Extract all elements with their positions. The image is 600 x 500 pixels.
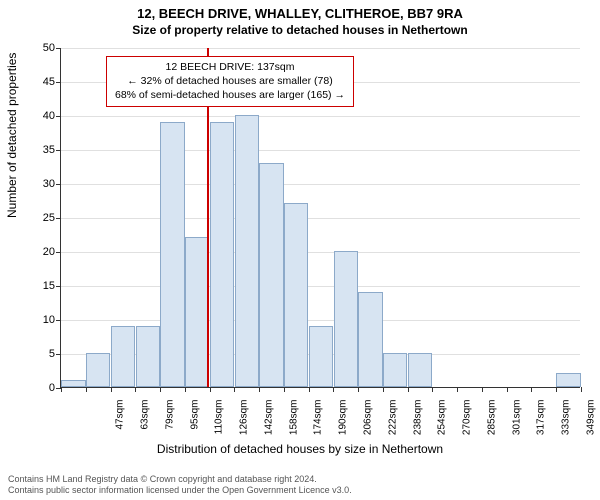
histogram-bar (86, 353, 110, 387)
chart-title-block: 12, BEECH DRIVE, WHALLEY, CLITHEROE, BB7… (0, 0, 600, 37)
ytick-label: 30 (25, 178, 55, 190)
histogram-bar (284, 203, 308, 387)
annotation-line: 12 BEECH DRIVE: 137sqm (115, 60, 345, 74)
gridline (61, 320, 580, 321)
histogram-bar (556, 373, 580, 387)
chart-subtitle: Size of property relative to detached ho… (0, 23, 600, 37)
xtick-mark (111, 387, 112, 392)
y-axis-label: Number of detached properties (5, 53, 19, 218)
xtick-mark (457, 387, 458, 392)
xtick-mark (185, 387, 186, 392)
ytick-mark (56, 218, 61, 219)
xtick-mark (432, 387, 433, 392)
histogram-bar (235, 115, 259, 387)
gridline (61, 218, 580, 219)
ytick-mark (56, 82, 61, 83)
annotation-box: 12 BEECH DRIVE: 137sqm← 32% of detached … (106, 56, 354, 107)
xtick-mark (556, 387, 557, 392)
ytick-mark (56, 184, 61, 185)
gridline (61, 184, 580, 185)
xtick-mark (581, 387, 582, 392)
ytick-mark (56, 320, 61, 321)
ytick-label: 20 (25, 246, 55, 258)
xtick-mark (210, 387, 211, 392)
gridline (61, 286, 580, 287)
ytick-label: 0 (25, 382, 55, 394)
histogram-bar (383, 353, 407, 387)
xtick-mark (482, 387, 483, 392)
histogram-bar (210, 122, 234, 387)
xtick-mark (135, 387, 136, 392)
histogram-bar (358, 292, 382, 387)
xtick-mark (309, 387, 310, 392)
annotation-line: ← 32% of detached houses are smaller (78… (115, 74, 345, 88)
ytick-mark (56, 252, 61, 253)
xtick-mark (507, 387, 508, 392)
gridline (61, 150, 580, 151)
xtick-mark (160, 387, 161, 392)
xtick-mark (408, 387, 409, 392)
ytick-label: 25 (25, 212, 55, 224)
histogram-bar (160, 122, 184, 387)
annotation-line: 68% of semi-detached houses are larger (… (115, 88, 345, 102)
ytick-mark (56, 286, 61, 287)
plot-area: 47sqm63sqm79sqm95sqm110sqm126sqm142sqm15… (60, 48, 580, 388)
xtick-mark (61, 387, 62, 392)
xtick-mark (358, 387, 359, 392)
ytick-label: 40 (25, 110, 55, 122)
chart-title: 12, BEECH DRIVE, WHALLEY, CLITHEROE, BB7… (0, 6, 600, 21)
ytick-label: 15 (25, 280, 55, 292)
gridline (61, 252, 580, 253)
xtick-mark (259, 387, 260, 392)
histogram-bar (136, 326, 160, 387)
gridline (61, 48, 580, 49)
ytick-mark (56, 150, 61, 151)
xtick-mark (234, 387, 235, 392)
ytick-mark (56, 354, 61, 355)
ytick-label: 10 (25, 314, 55, 326)
footer-line: Contains HM Land Registry data © Crown c… (8, 474, 352, 485)
footer-line: Contains public sector information licen… (8, 485, 352, 496)
ytick-label: 45 (25, 76, 55, 88)
histogram-bar (61, 380, 85, 387)
ytick-mark (56, 48, 61, 49)
xtick-mark (284, 387, 285, 392)
xtick-mark (531, 387, 532, 392)
ytick-label: 35 (25, 144, 55, 156)
histogram-bar (408, 353, 432, 387)
ytick-label: 5 (25, 348, 55, 360)
histogram-bar (309, 326, 333, 387)
xtick-mark (333, 387, 334, 392)
ytick-label: 50 (25, 42, 55, 54)
gridline (61, 116, 580, 117)
histogram-bar (259, 163, 283, 387)
histogram-bar (334, 251, 358, 387)
footer-attribution: Contains HM Land Registry data © Crown c… (8, 474, 352, 497)
histogram-bar (111, 326, 135, 387)
ytick-mark (56, 116, 61, 117)
x-axis-label: Distribution of detached houses by size … (0, 442, 600, 456)
xtick-mark (86, 387, 87, 392)
xtick-mark (383, 387, 384, 392)
